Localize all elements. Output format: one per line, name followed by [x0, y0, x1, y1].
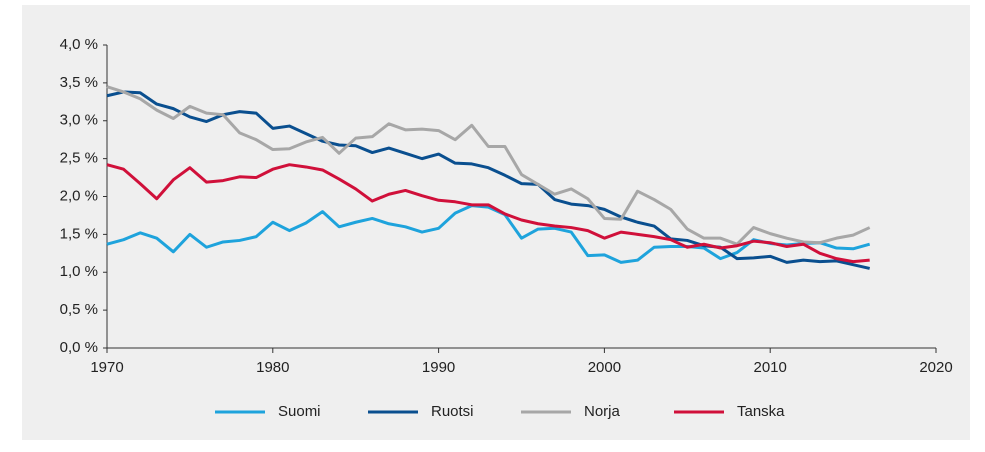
series-line	[106, 90, 871, 270]
y-tick-label: 2,0 %	[60, 187, 98, 204]
y-tick-label: 4,0 %	[60, 36, 98, 53]
y-tick-label: 2,5 %	[60, 150, 98, 167]
x-tick-label: 2020	[919, 359, 952, 376]
x-tick-label: 2000	[588, 359, 621, 376]
y-tick-label: 3,0 %	[60, 112, 98, 129]
x-tick-label: 1970	[90, 359, 123, 376]
y-tick-label: 1,0 %	[60, 263, 98, 280]
panel	[22, 5, 970, 440]
legend-label: Norja	[584, 403, 621, 420]
legend-label: Suomi	[278, 403, 321, 420]
series-line	[106, 163, 870, 264]
y-tick-label: 0,5 %	[60, 301, 98, 318]
legend-label: Tanska	[737, 403, 785, 420]
y-tick-label: 3,5 %	[60, 74, 98, 91]
y-tick-label: 1,5 %	[60, 225, 98, 242]
legend-label: Ruotsi	[431, 403, 474, 420]
x-tick-label: 1980	[256, 359, 289, 376]
series-line	[106, 204, 871, 264]
y-tick-label: 0,0 %	[60, 339, 98, 356]
x-tick-label: 1990	[422, 359, 455, 376]
series-line	[106, 85, 871, 246]
x-tick-label: 2010	[754, 359, 787, 376]
